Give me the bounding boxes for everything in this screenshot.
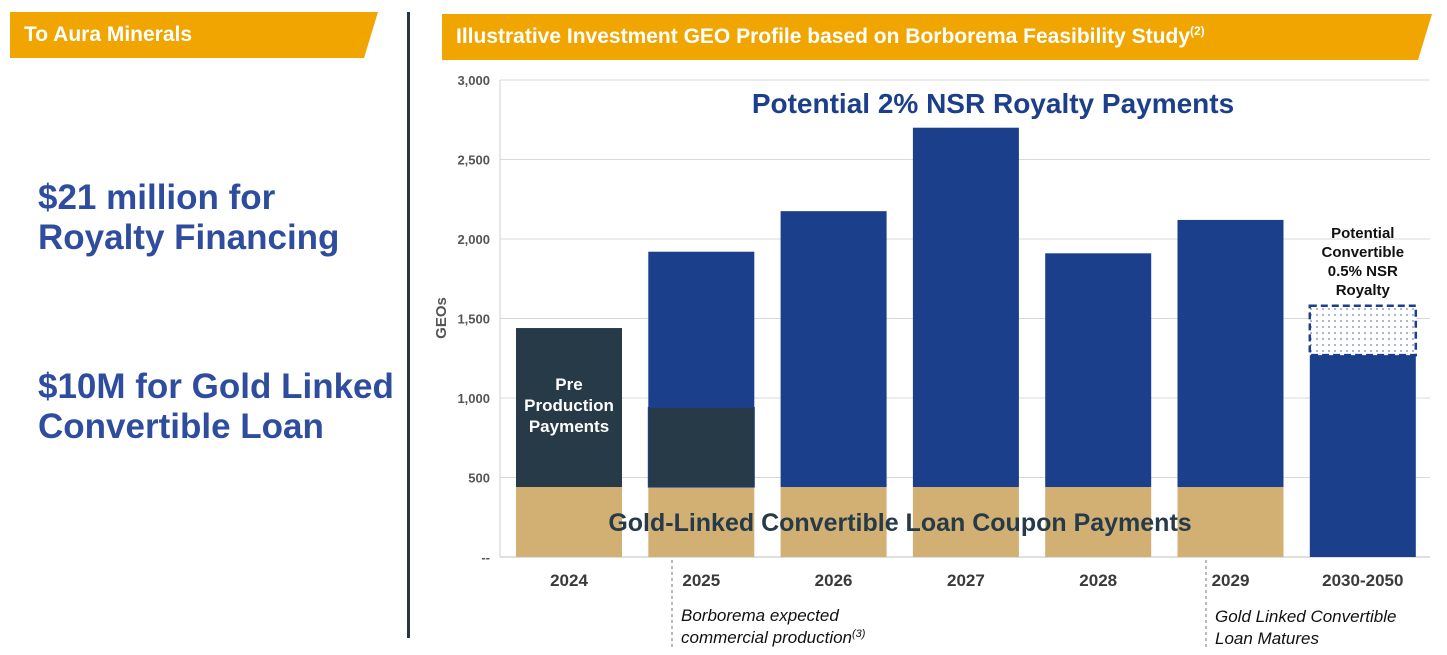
note-2029-line: Loan Matures [1215,629,1319,648]
left-banner-title: To Aura Minerals [24,23,193,46]
chart-title: Potential 2% NSR Royalty Payments [752,88,1234,119]
bar-segment-royalty [648,251,755,408]
bar-segment-royalty [1309,355,1416,557]
note-2025-line: Borborema expected [681,606,839,625]
x-tick-label: 2025 [682,571,720,590]
x-tick-label: 2027 [947,571,985,590]
left-banner: To Aura Minerals [10,12,378,58]
coupon-payments-label: Gold-Linked Convertible Loan Coupon Paym… [608,509,1191,537]
bar-segment-coupon [1177,487,1284,557]
right-banner-footnote-ref: (2) [1190,24,1205,38]
bar-segment-preproduction [647,407,755,488]
bar-segment-coupon [516,487,622,557]
x-tick-label: 2029 [1212,571,1250,590]
bar-segment-royalty [1177,219,1284,488]
x-tick-label: 2030-2050 [1322,571,1403,590]
vertical-divider [407,12,410,638]
bar-segment-coupon [648,487,755,557]
y-tick-label: 2,500 [457,153,490,168]
y-tick-label: 3,000 [457,73,490,88]
convertible-royalty-label-line: Convertible [1322,244,1405,261]
note-2029-line: Gold Linked Convertible [1215,607,1396,626]
y-axis-label: GEOs [433,297,450,339]
bar-convertible-royalty [1308,304,1418,357]
bar-segment-royalty [912,127,1019,488]
preproduction-label-line: Payments [529,417,609,436]
preproduction-label-line: Pre [555,375,582,394]
right-banner-title: Illustrative Investment GEO Profile base… [456,25,1191,48]
bar-segment-preproduction [516,328,622,488]
x-tick-label: 2026 [815,571,853,590]
y-tick-label: 1,000 [457,391,490,406]
right-banner: Illustrative Investment GEO Profile base… [442,14,1432,60]
note-2025-line: commercial production(3) [681,628,866,647]
labels-layer: -- 500 1,000 1,500 2,000 2,500 3,000 GEOs 2024 20… [433,73,1404,648]
convertible-royalty-label-line: Potential [1331,225,1394,242]
y-tick-label: -- [481,550,490,565]
bar-segment-coupon [780,487,887,557]
royalty-financing-headline: $21 million for Royalty Financing [38,178,340,257]
preproduction-label-line: Production [524,396,614,415]
bar-segment-coupon [912,487,1019,557]
bars-layer [516,127,1418,557]
bar-segment-royalty [780,211,887,488]
convertible-royalty-label-line: 0.5% NSR [1328,263,1398,280]
convertible-loan-headline: $10M for Gold Linked Convertible Loan [38,367,394,446]
bar-segment-royalty [1045,253,1152,488]
x-tick-label: 2028 [1079,571,1117,590]
bar-segment-coupon [1045,487,1152,557]
x-tick-label: 2024 [550,571,588,590]
convertible-royalty-label-line: Royalty [1336,282,1391,299]
y-tick-label: 2,000 [457,232,490,247]
y-tick-label: 500 [468,471,490,486]
y-tick-label: 1,500 [457,312,490,327]
